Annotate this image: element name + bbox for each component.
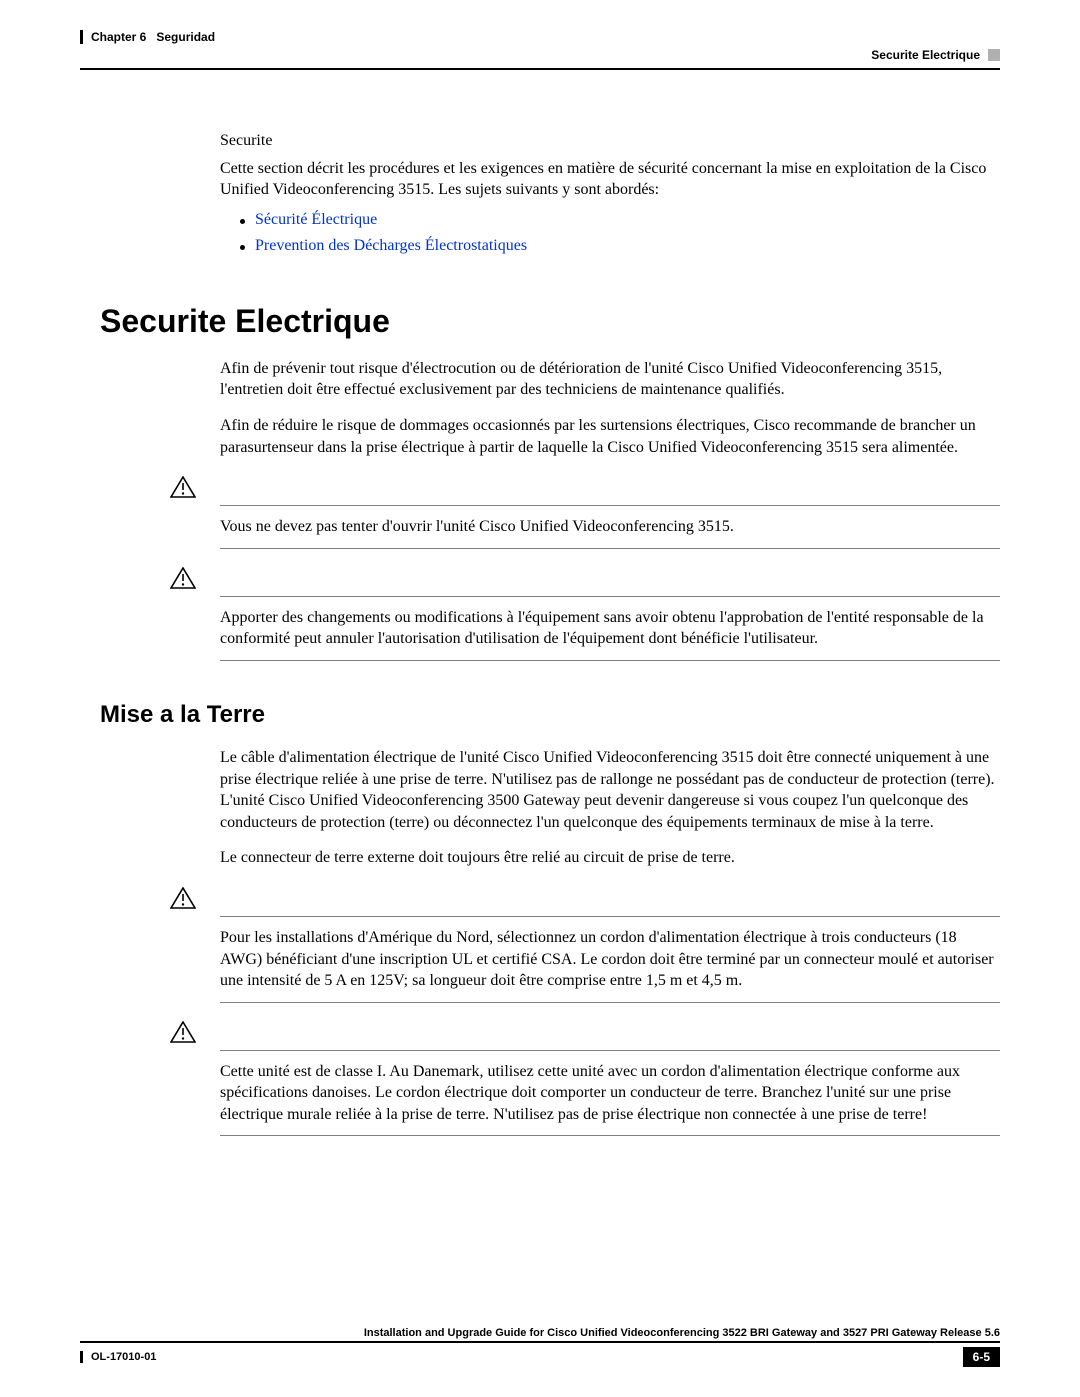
caution-icon-row bbox=[170, 567, 1000, 594]
section-para2: Afin de réduire le risque de dommages oc… bbox=[220, 415, 1000, 458]
caution-icon-row bbox=[170, 887, 1000, 914]
subsection-body: Le câble d'alimentation électrique de l'… bbox=[220, 747, 1000, 869]
caution-block: Pour les installations d'Amérique du Nor… bbox=[80, 887, 1000, 1003]
caution-block: Cette unité est de classe I. Au Danemark… bbox=[80, 1021, 1000, 1137]
link-prevention-decharges[interactable]: Prevention des Décharges Électrostatique… bbox=[255, 237, 527, 255]
bullet-dot-icon bbox=[240, 219, 245, 224]
list-item: Sécurité Électrique bbox=[240, 211, 1000, 229]
header-square-icon bbox=[988, 49, 1000, 61]
footer-page-block: 6-5 bbox=[963, 1347, 1000, 1367]
header-rule bbox=[80, 68, 1000, 70]
caution-triangle-icon bbox=[170, 1021, 196, 1048]
section-para1: Afin de prévenir tout risque d'électrocu… bbox=[220, 358, 1000, 401]
intro-title: Securite bbox=[220, 130, 1000, 152]
page-number-badge: 6-5 bbox=[963, 1347, 1000, 1367]
bullet-dot-icon bbox=[240, 245, 245, 250]
intro-para: Cette section décrit les procédures et l… bbox=[220, 158, 1000, 201]
caution-triangle-icon bbox=[170, 476, 196, 503]
caution-text: Cette unité est de classe I. Au Danemark… bbox=[220, 1061, 1000, 1126]
caution-rule-bottom bbox=[220, 1135, 1000, 1136]
section-label: Securite Electrique bbox=[871, 48, 980, 62]
caution-rule-bottom bbox=[220, 1002, 1000, 1003]
section-body: Afin de prévenir tout risque d'électrocu… bbox=[220, 358, 1000, 458]
footer-doc-number: OL-17010-01 bbox=[91, 1351, 156, 1363]
footer-rule bbox=[80, 1341, 1000, 1343]
chapter-title: Seguridad bbox=[156, 30, 215, 44]
footer-doc-number-block: OL-17010-01 bbox=[80, 1351, 156, 1363]
header-right: Securite Electrique bbox=[871, 48, 1000, 62]
caution-block: Apporter des changements ou modification… bbox=[80, 567, 1000, 661]
chapter-label: Chapter 6 bbox=[91, 30, 146, 44]
caution-block: Vous ne devez pas tenter d'ouvrir l'unit… bbox=[80, 476, 1000, 549]
caution-icon-row bbox=[170, 1021, 1000, 1048]
subsection-heading: Mise a la Terre bbox=[100, 701, 1000, 729]
intro-block: Securite Cette section décrit les procéd… bbox=[220, 130, 1000, 255]
subsection-para2: Le connecteur de terre externe doit touj… bbox=[220, 847, 1000, 869]
subsection-para1: Le câble d'alimentation électrique de l'… bbox=[220, 747, 1000, 833]
footer-doc-title: Installation and Upgrade Guide for Cisco… bbox=[80, 1327, 1000, 1341]
caution-icon-row bbox=[170, 476, 1000, 503]
caution-triangle-icon bbox=[170, 887, 196, 914]
footer-vbar bbox=[80, 1351, 83, 1363]
caution-rule-top bbox=[220, 916, 1000, 917]
caution-text: Apporter des changements ou modification… bbox=[220, 607, 1000, 650]
section-heading: Securite Electrique bbox=[100, 303, 1000, 340]
link-securite-electrique[interactable]: Sécurité Électrique bbox=[255, 211, 377, 229]
header-vbar bbox=[80, 30, 83, 44]
caution-rule-top bbox=[220, 1050, 1000, 1051]
header-left: Chapter 6 Seguridad bbox=[80, 30, 215, 44]
intro-links-list: Sécurité Électrique Prevention des Décha… bbox=[240, 211, 1000, 255]
list-item: Prevention des Décharges Électrostatique… bbox=[240, 237, 1000, 255]
caution-rule-bottom bbox=[220, 548, 1000, 549]
page-footer: Installation and Upgrade Guide for Cisco… bbox=[80, 1327, 1000, 1367]
footer-bottom-row: OL-17010-01 6-5 bbox=[80, 1347, 1000, 1367]
caution-rule-top bbox=[220, 596, 1000, 597]
caution-rule-top bbox=[220, 505, 1000, 506]
caution-text: Pour les installations d'Amérique du Nor… bbox=[220, 927, 1000, 992]
caution-rule-bottom bbox=[220, 660, 1000, 661]
caution-triangle-icon bbox=[170, 567, 196, 594]
caution-text: Vous ne devez pas tenter d'ouvrir l'unit… bbox=[220, 516, 1000, 538]
page-header: Chapter 6 Seguridad Securite Electrique bbox=[80, 30, 1000, 62]
